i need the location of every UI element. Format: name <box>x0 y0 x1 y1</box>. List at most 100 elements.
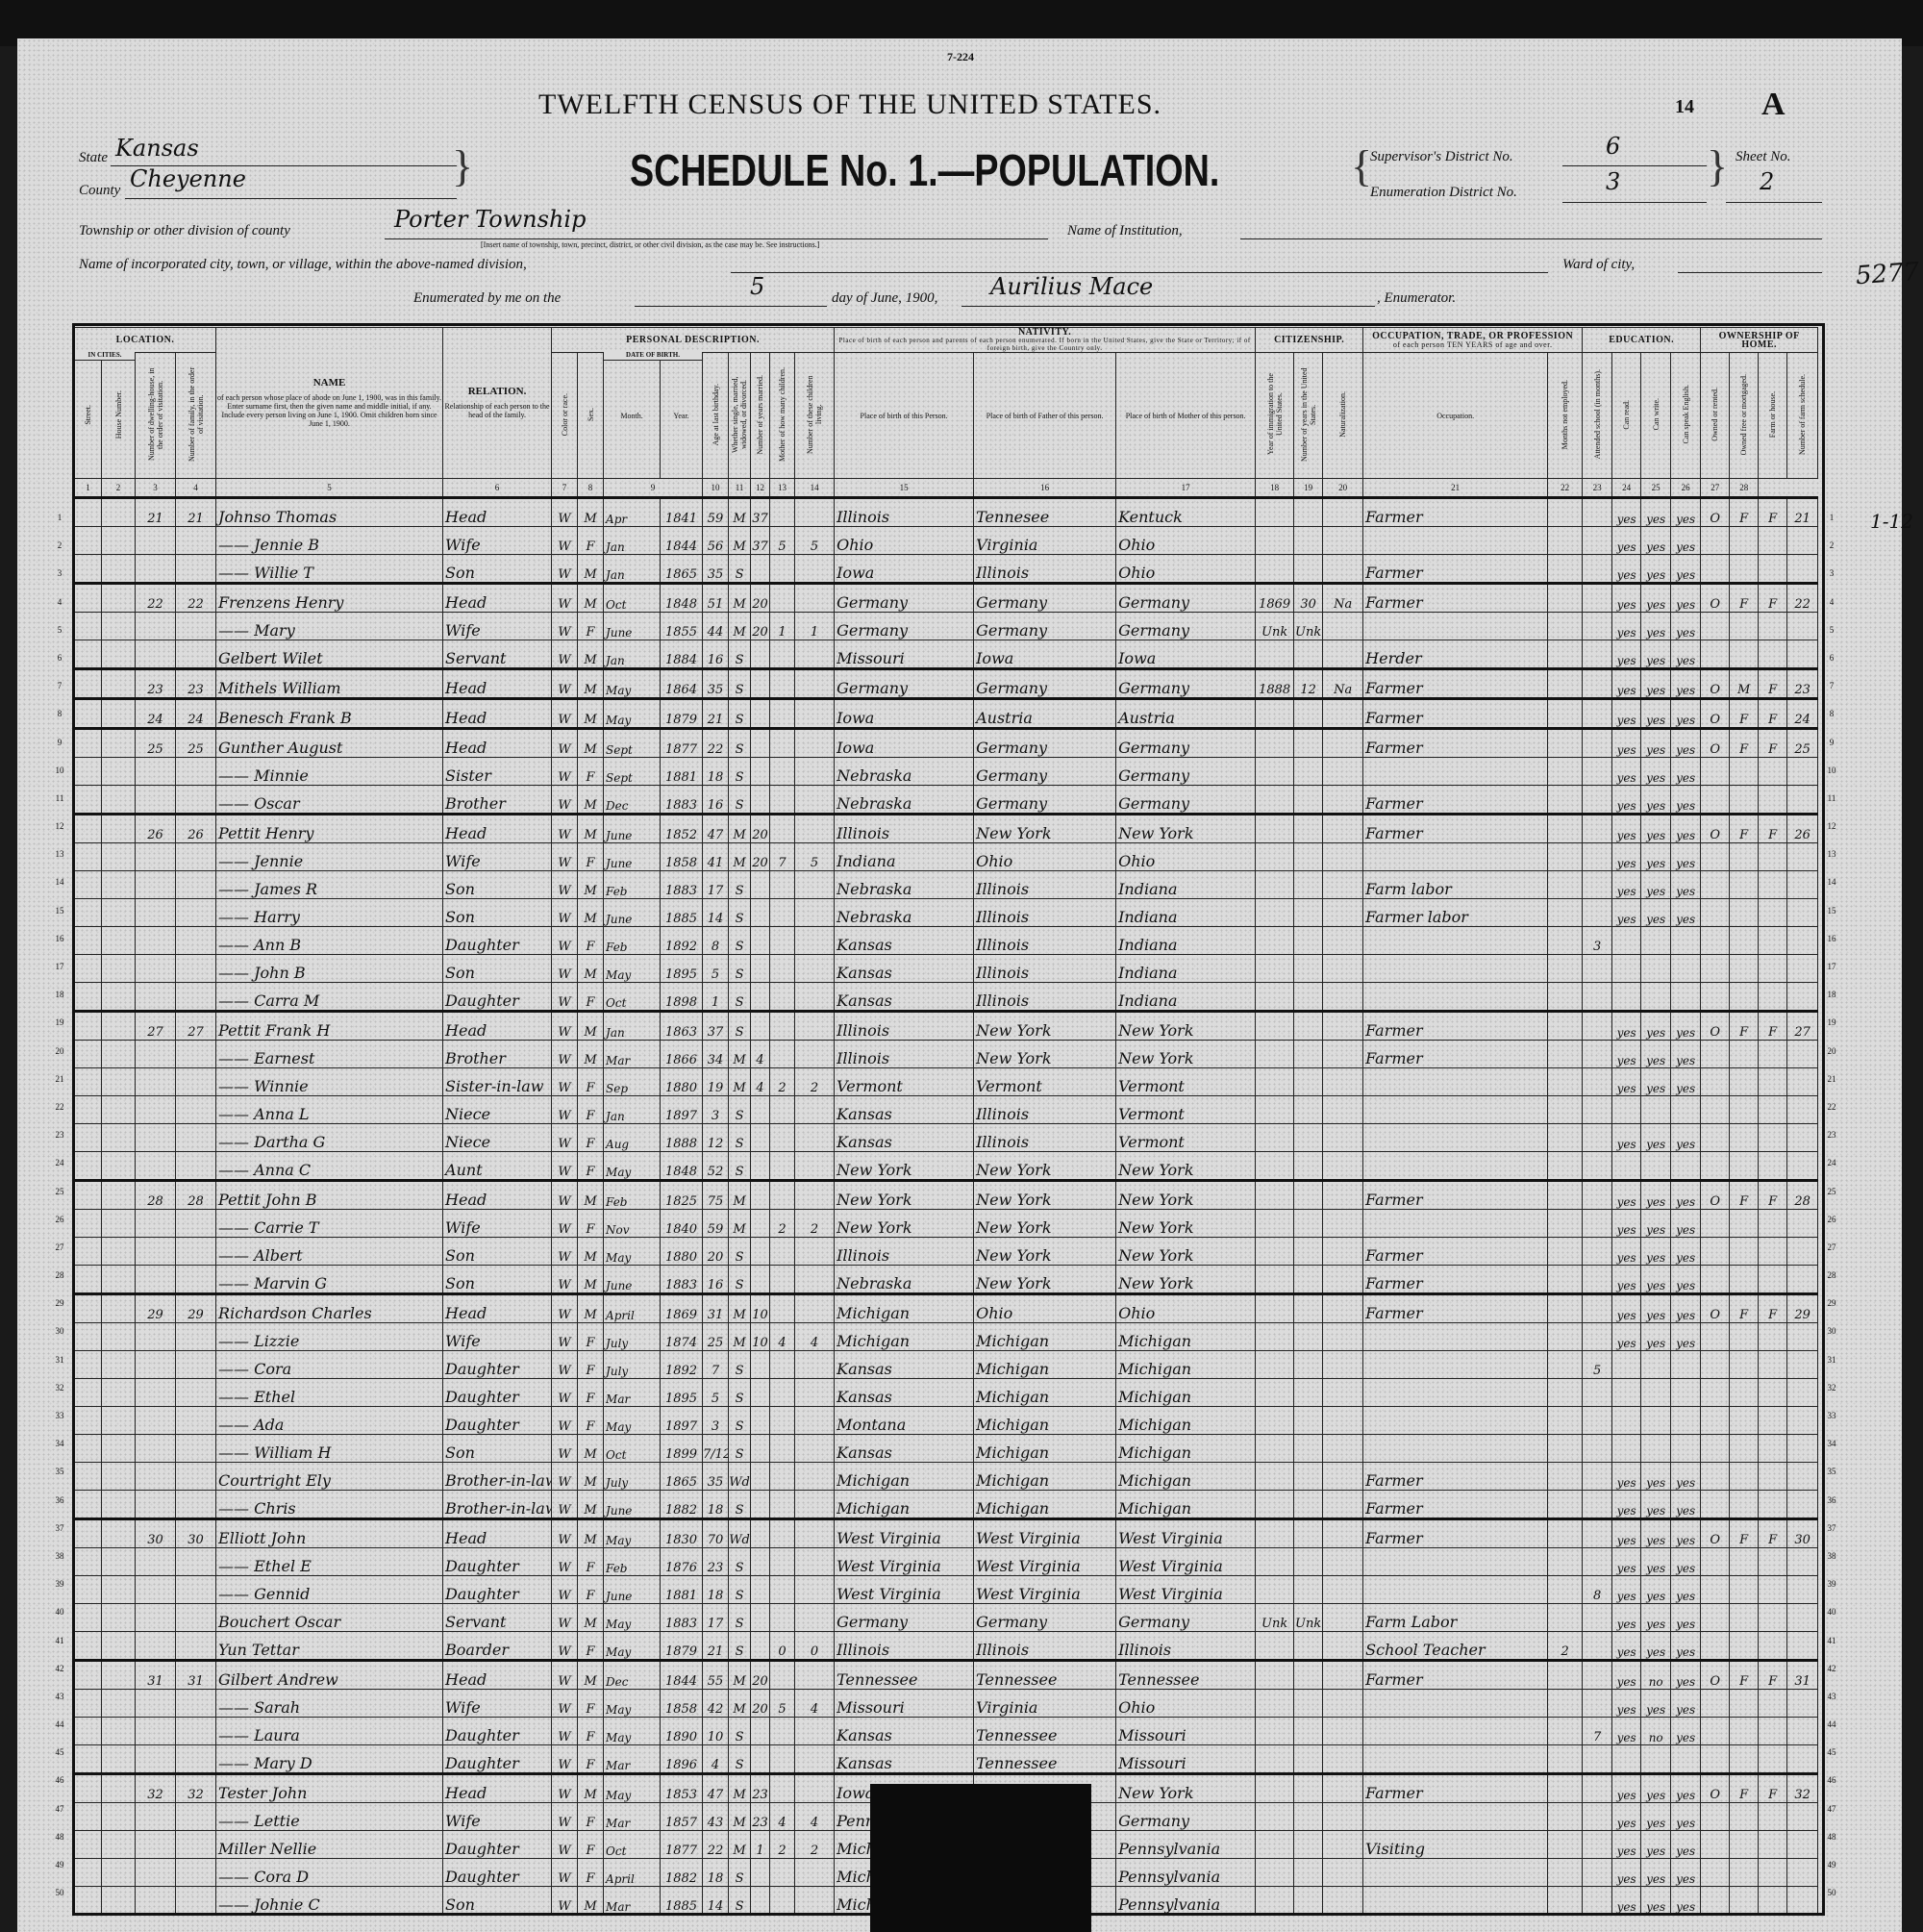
farm-schedule-number <box>1786 1265 1819 1294</box>
column-header-30: Farm or house. <box>1758 352 1788 479</box>
can-write <box>1640 1350 1672 1379</box>
occupation: Farmer <box>1362 1518 1549 1548</box>
children-born <box>769 1010 796 1041</box>
column-header-26: Can write. <box>1640 352 1672 479</box>
children-living <box>794 1603 836 1632</box>
street <box>74 1744 102 1774</box>
line-number: 15 <box>1827 905 1836 916</box>
column-header-13: Number of years married. <box>750 352 771 479</box>
immigration-year <box>1255 727 1295 758</box>
children-born: 7 <box>769 842 796 871</box>
street <box>74 1095 102 1124</box>
line-number: 23 <box>55 1130 64 1141</box>
table-row: —— Carra M Daughter W F Oct 1898 1 S Kansas Illin… <box>74 982 1819 1012</box>
birth-year: 1848 <box>660 582 704 613</box>
months-unemployed <box>1547 667 1584 699</box>
farm-schedule-number <box>1786 554 1819 584</box>
can-speak-english: yes <box>1670 1603 1702 1632</box>
owned-or-rented <box>1700 1631 1731 1661</box>
can-write: yes <box>1640 640 1672 669</box>
immigration-year <box>1255 926 1295 955</box>
can-speak-english <box>1670 954 1702 983</box>
birth-year: 1881 <box>660 757 704 786</box>
line-number: 36 <box>55 1494 64 1505</box>
farm-schedule-number <box>1786 1744 1819 1774</box>
farm-schedule-number <box>1786 1378 1819 1407</box>
person-name: —— Ann B <box>215 926 444 955</box>
farm-schedule-number <box>1786 1040 1819 1068</box>
free-or-mortgaged <box>1729 1350 1760 1379</box>
column-number: 19 <box>1293 478 1324 498</box>
dwelling-number <box>135 1858 176 1887</box>
free-or-mortgaged <box>1729 640 1760 669</box>
owned-or-rented <box>1700 1406 1731 1435</box>
line-number: 27 <box>1827 1242 1836 1252</box>
marital-status: S <box>728 1490 752 1519</box>
free-or-mortgaged <box>1729 526 1760 555</box>
can-speak-english: yes <box>1670 1802 1702 1831</box>
free-or-mortgaged: F <box>1729 1659 1760 1690</box>
line-number: 19 <box>1827 1017 1836 1028</box>
children-living <box>794 1575 836 1604</box>
birthplace: Indiana <box>834 842 975 871</box>
person-name: Elliott John <box>215 1518 444 1548</box>
color: W <box>551 1265 579 1294</box>
birth-month: May <box>603 1772 662 1803</box>
free-or-mortgaged <box>1729 1123 1760 1152</box>
marital-status: Wd <box>728 1462 752 1491</box>
birth-month: Mar <box>603 1378 662 1407</box>
can-read: yes <box>1611 1802 1642 1831</box>
can-read: yes <box>1611 1179 1642 1210</box>
years-in-us <box>1293 1462 1324 1491</box>
years-in-us <box>1293 1209 1324 1238</box>
can-read: yes <box>1611 1490 1642 1519</box>
birthplace: Germany <box>834 1603 975 1632</box>
owned-or-rented: O <box>1700 582 1731 613</box>
years-married <box>750 1151 771 1181</box>
years-married <box>750 1123 771 1152</box>
owned-or-rented: O <box>1700 1772 1731 1803</box>
stamp-number: 5277 <box>1855 257 1921 291</box>
children-born <box>769 1772 796 1803</box>
can-read <box>1611 1350 1642 1379</box>
sex: M <box>577 785 605 815</box>
occupation <box>1362 1717 1549 1745</box>
street <box>74 1631 102 1661</box>
age: 7/12 <box>702 1434 730 1463</box>
years-married <box>750 667 771 699</box>
birth-month: Apr <box>603 496 662 527</box>
can-write: yes <box>1640 496 1672 527</box>
dwelling-number: 22 <box>135 582 176 613</box>
months-unemployed <box>1547 1575 1584 1604</box>
occupation: Farmer <box>1362 1040 1549 1068</box>
children-living <box>794 982 836 1012</box>
relation: Servant <box>442 1603 553 1632</box>
mother-birthplace: Missouri <box>1115 1744 1257 1774</box>
dwelling-number: 27 <box>135 1010 176 1041</box>
relation: Wife <box>442 1802 553 1831</box>
birthplace: Michigan <box>834 1490 975 1519</box>
children-living <box>794 697 836 729</box>
street <box>74 1406 102 1435</box>
person-name: —— Oscar <box>215 785 444 815</box>
line-number: 10 <box>1827 765 1836 775</box>
farm-schedule-number: 28 <box>1786 1179 1819 1210</box>
birth-year: 1865 <box>660 1462 704 1491</box>
dwelling-number <box>135 1151 176 1181</box>
can-speak-english: yes <box>1670 1040 1702 1068</box>
can-speak-english: yes <box>1670 1237 1702 1266</box>
children-living <box>794 1406 836 1435</box>
house-number <box>101 612 136 640</box>
occupation: Farmer <box>1362 1462 1549 1491</box>
farm-or-house <box>1758 1434 1788 1463</box>
birthplace: Nebraska <box>834 757 975 786</box>
dwelling-number <box>135 1434 176 1463</box>
line-number: 9 <box>57 737 62 747</box>
table-row: —— William H Son W M Oct 1899 7/12 S Kansas Michi… <box>74 1434 1819 1463</box>
relation: Head <box>442 1518 553 1548</box>
line-number: 38 <box>55 1550 64 1561</box>
children-living <box>794 554 836 584</box>
occupation <box>1362 926 1549 955</box>
years-in-us <box>1293 1406 1324 1435</box>
birth-year: 1825 <box>660 1179 704 1210</box>
